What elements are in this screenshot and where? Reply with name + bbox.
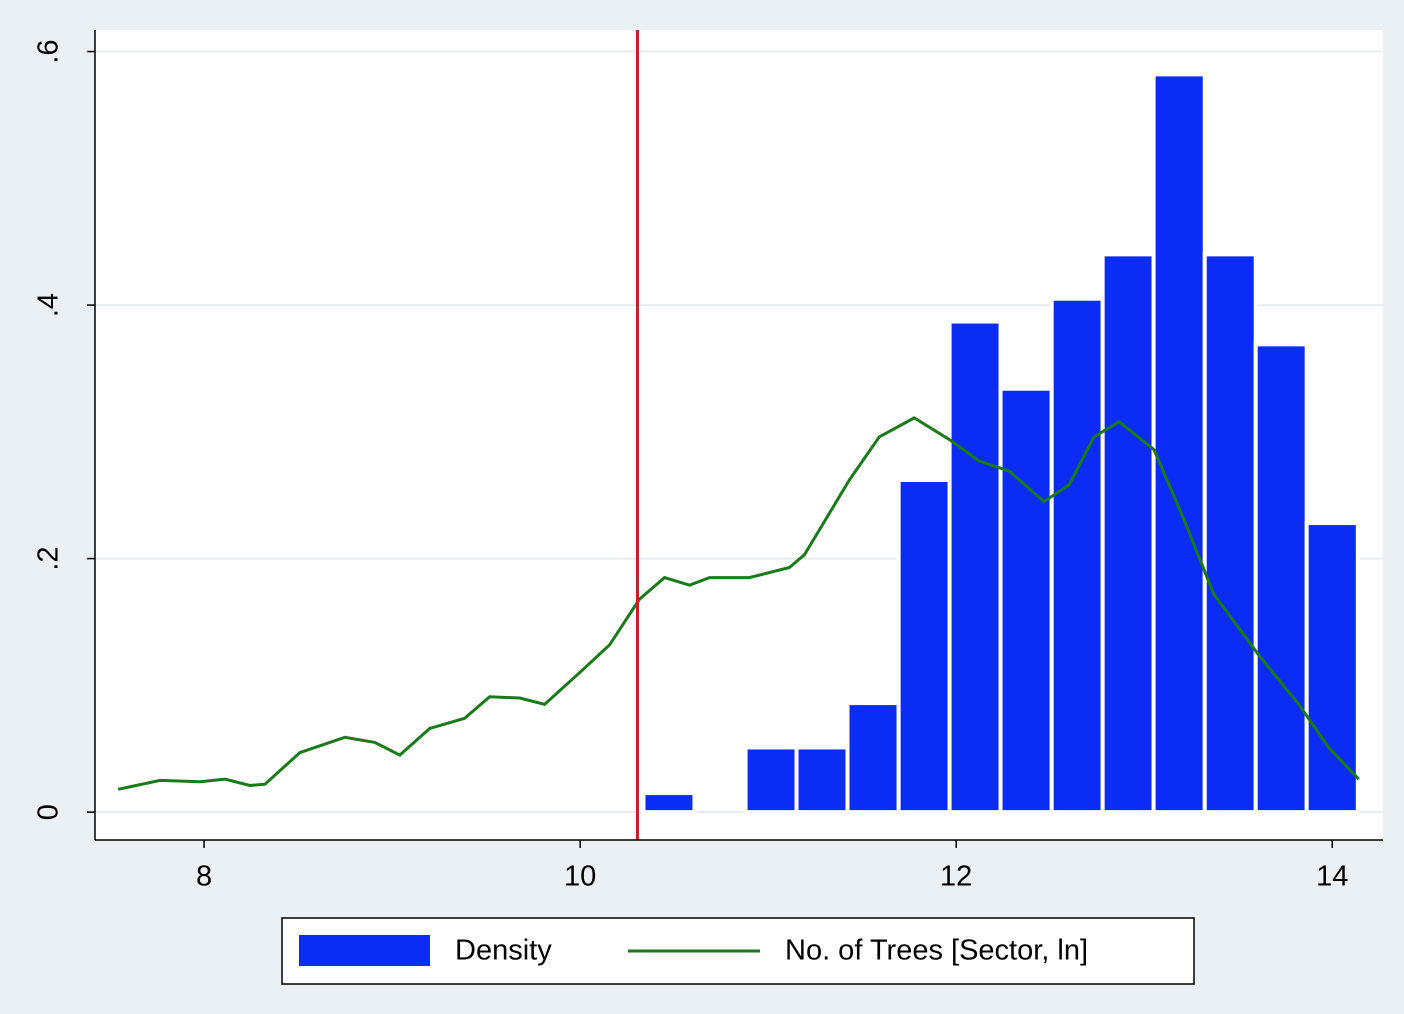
x-tick-label: 12 <box>940 861 972 893</box>
bar <box>1151 72 1207 815</box>
density-line <box>117 416 1360 791</box>
bar <box>743 745 799 815</box>
y-tick-label: .4 <box>33 293 65 317</box>
y-tick-label: .2 <box>33 546 65 570</box>
legend-box <box>281 917 1195 985</box>
y-tick-label: .6 <box>33 39 65 63</box>
bar <box>947 319 1003 815</box>
bar <box>1253 342 1309 815</box>
x-tick-label: 10 <box>564 861 596 893</box>
bar <box>1100 252 1156 815</box>
bar <box>1049 296 1105 815</box>
legend-label: No. of Trees [Sector, ln] <box>785 935 1088 967</box>
bar <box>641 791 697 815</box>
y-tick-label: 0 <box>33 804 65 820</box>
bar <box>845 701 901 815</box>
bar <box>1202 252 1258 815</box>
x-tick-label: 8 <box>196 861 212 893</box>
bar <box>896 478 952 815</box>
legend-label: Density <box>455 935 552 967</box>
x-tick-label: 14 <box>1316 861 1348 893</box>
legend-swatch <box>299 935 430 966</box>
bar <box>998 386 1054 815</box>
bar <box>1304 521 1360 815</box>
bar <box>794 745 850 815</box>
